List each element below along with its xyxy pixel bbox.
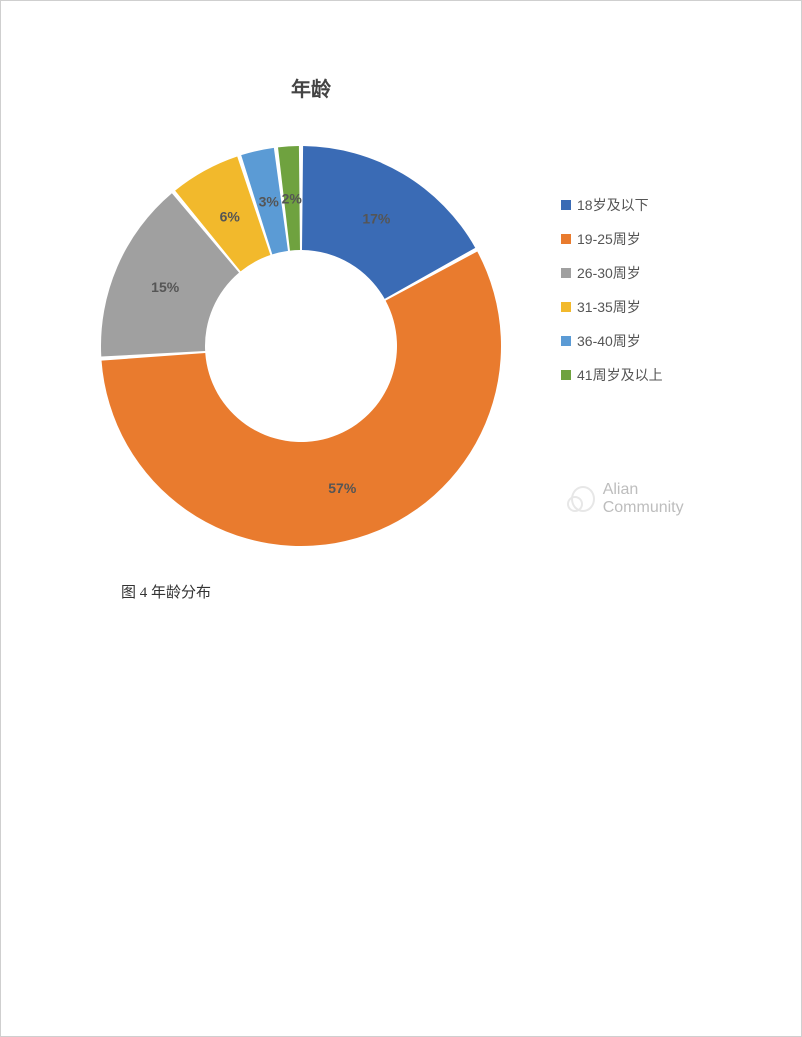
legend-item: 19-25周岁 <box>561 225 663 253</box>
watermark-text: Alian Community <box>603 481 711 517</box>
slice-label: 57% <box>328 480 357 496</box>
legend-label: 36-40周岁 <box>577 327 641 355</box>
slice-label: 6% <box>220 208 241 224</box>
slice-label: 2% <box>282 190 303 206</box>
legend-swatch <box>561 234 571 244</box>
slice-label: 15% <box>151 279 180 295</box>
donut-svg: 17% 57% 15% 6% 3%2% <box>51 96 551 596</box>
legend-item: 41周岁及以上 <box>561 361 663 389</box>
legend-label: 18岁及以下 <box>577 191 649 219</box>
legend-swatch <box>561 336 571 346</box>
legend-item: 26-30周岁 <box>561 259 663 287</box>
watermark: Alian Community <box>571 481 711 517</box>
page: 年龄 17%57%15%6%3%2% 18岁及以下19-25周岁26-30周岁3… <box>0 0 802 1037</box>
legend-label: 26-30周岁 <box>577 259 641 287</box>
legend-item: 31-35周岁 <box>561 293 663 321</box>
figure-caption: 图 4 年龄分布 <box>121 581 211 602</box>
legend: 18岁及以下 19-25周岁 26-30周岁 31-35周岁 36-40周岁 41周岁及以… <box>561 191 663 395</box>
legend-swatch <box>561 200 571 210</box>
slice-label: 3% <box>259 194 280 210</box>
slice-label: 17% <box>362 211 391 227</box>
legend-label: 31-35周岁 <box>577 293 641 321</box>
donut-chart: 年龄 17%57%15%6%3%2% 18岁及以下19-25周岁26-30周岁3… <box>91 81 711 601</box>
legend-swatch <box>561 302 571 312</box>
legend-label: 41周岁及以上 <box>577 361 663 389</box>
wechat-icon <box>571 486 595 512</box>
legend-swatch <box>561 370 571 380</box>
legend-item: 18岁及以下 <box>561 191 663 219</box>
legend-label: 19-25周岁 <box>577 225 641 253</box>
legend-item: 36-40周岁 <box>561 327 663 355</box>
legend-swatch <box>561 268 571 278</box>
